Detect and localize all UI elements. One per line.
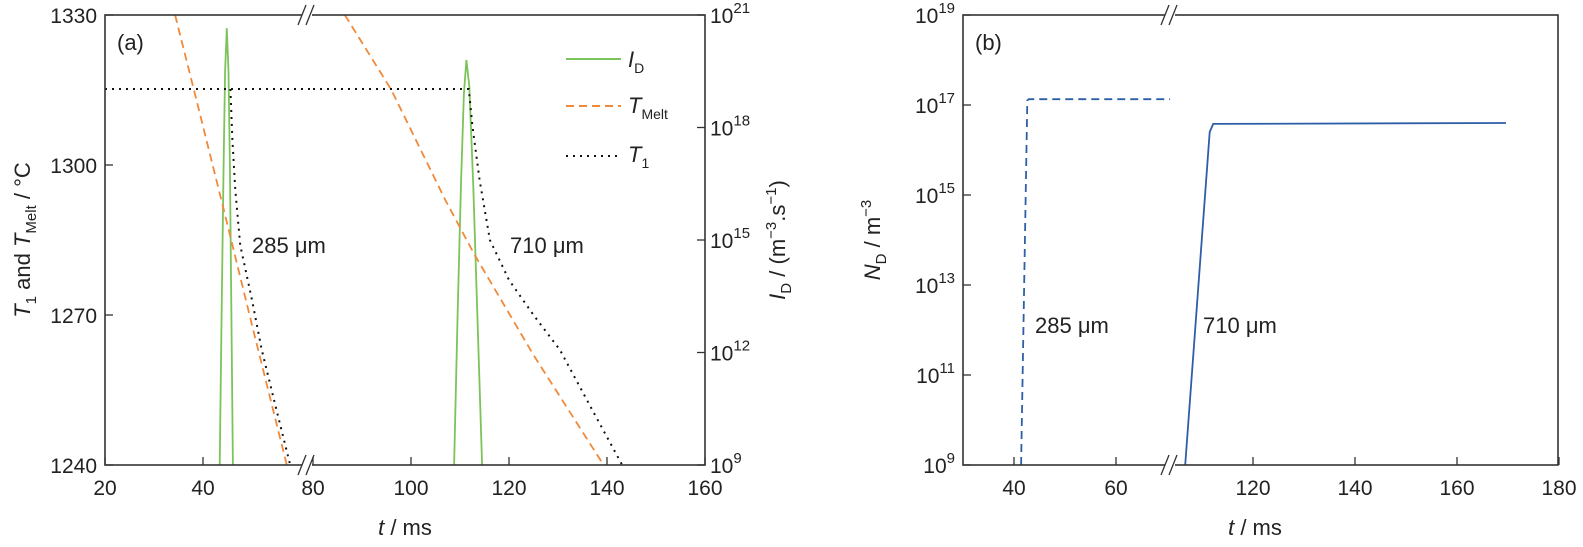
annotation-285um: 285 μm xyxy=(252,233,326,258)
panel-b-y-axis-label: ND / m−3 xyxy=(858,200,890,281)
legend-label-t1: T1 xyxy=(628,142,649,171)
legend-label-tmelt: TMelt xyxy=(628,93,668,122)
panel-b-series xyxy=(1020,98,1507,465)
x-tick-label: 40 xyxy=(1002,477,1025,500)
panel-b-x-axis-label: t / ms xyxy=(1228,515,1282,540)
axis-break-mark xyxy=(297,4,307,26)
annotation-710um: 710 μm xyxy=(510,233,584,258)
x-tick-label: 120 xyxy=(1235,477,1270,500)
y-tick-label-left: 1300 xyxy=(50,155,97,178)
y-tick-label-right: 1021 xyxy=(710,0,750,28)
y-tick-label: 1019 xyxy=(915,0,955,28)
panel-b-axes: 40 60 120 140 160 180 109 1011 1013 1015 1017 1019 xyxy=(915,0,1577,500)
y-tick-label-right: 1012 xyxy=(710,338,750,366)
x-tick-label: 80 xyxy=(301,477,324,500)
panel-b: 40 60 120 140 160 18010910111013101510171019 … xyxy=(858,0,1577,540)
panel-a-x-axis-label: t / ms xyxy=(378,515,432,540)
y-tick-label: 1013 xyxy=(915,270,955,298)
axis-break-gap xyxy=(1165,462,1175,468)
panel-b-label: (b) xyxy=(975,30,1002,55)
x-tick-label: 140 xyxy=(589,477,624,500)
x-tick-label: 140 xyxy=(1337,477,1372,500)
axis-break-mark xyxy=(1160,4,1170,26)
x-tick-label: 100 xyxy=(393,477,428,500)
axis-break-mark xyxy=(305,454,315,476)
panel-a-axes: 20 40 80 100 120 140 160 1240 1270 1300 1330 109 101… xyxy=(50,0,750,500)
panel-a-left-y-axis-label: T1 and TMelt / °C xyxy=(10,162,40,318)
y-tick-label: 1015 xyxy=(915,180,955,208)
series-line xyxy=(229,88,292,465)
x-tick-label: 160 xyxy=(687,477,722,500)
series-line xyxy=(218,28,234,465)
x-tick-label: 180 xyxy=(1541,477,1576,500)
panel-b-frame xyxy=(962,14,1559,466)
panel-a: 20 40 80 100 120 140 160 1240 1270 1300 1330 109 101… xyxy=(10,0,795,540)
series-line xyxy=(453,59,483,465)
y-tick-label-left: 1330 xyxy=(50,5,97,28)
y-tick-label-right: 1018 xyxy=(710,113,750,141)
series-line xyxy=(1184,122,1507,465)
series-line xyxy=(174,15,288,465)
axis-break-gap xyxy=(302,462,312,468)
y-tick-label: 1017 xyxy=(915,90,955,118)
axis-break-mark xyxy=(1168,4,1178,26)
y-tick-label: 109 xyxy=(923,450,955,478)
series-line xyxy=(344,15,605,465)
axis-break-mark xyxy=(297,454,307,476)
panel-a-right-y-axis-label: ID / (m−3.s−1) xyxy=(763,180,795,300)
series-line xyxy=(313,88,624,465)
x-tick-label: 20 xyxy=(93,477,116,500)
axis-break-gap xyxy=(1165,12,1175,18)
y-tick-label-right: 1015 xyxy=(710,225,750,253)
annotation-285um: 285 μm xyxy=(1035,313,1109,338)
series-line xyxy=(1020,98,1171,465)
panel-a-series xyxy=(105,15,624,465)
axis-break-gap xyxy=(302,12,312,18)
axis-break-mark xyxy=(1168,454,1178,476)
panel-a-label: (a) xyxy=(117,30,144,55)
legend-label-id: ID xyxy=(628,47,644,76)
y-tick-label-right: 109 xyxy=(710,450,742,478)
y-tick-label-left: 1240 xyxy=(50,455,97,478)
y-tick-label-left: 1270 xyxy=(50,305,97,328)
legend: ID TMelt T1 xyxy=(566,47,668,171)
x-tick-label: 40 xyxy=(191,477,214,500)
x-tick-label: 60 xyxy=(1104,477,1127,500)
x-tick-label: 120 xyxy=(491,477,526,500)
annotation-710um: 710 μm xyxy=(1203,313,1277,338)
y-tick-label: 1011 xyxy=(916,360,955,388)
axis-break-mark xyxy=(1160,454,1170,476)
x-tick-label: 160 xyxy=(1439,477,1474,500)
axis-break-mark xyxy=(305,4,315,26)
